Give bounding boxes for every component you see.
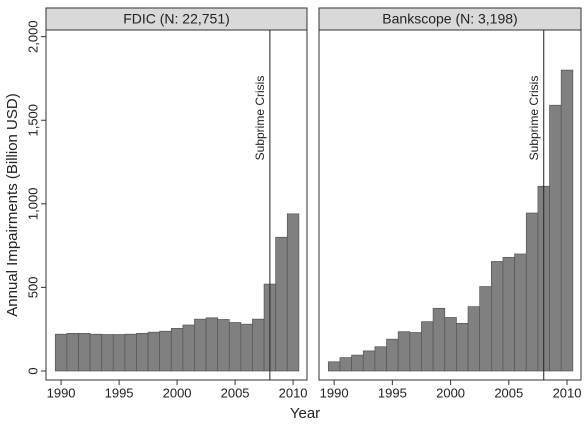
- bar: [386, 338, 399, 372]
- bar: [525, 212, 539, 372]
- x-tick-label: 1990: [320, 385, 349, 400]
- bar: [159, 330, 172, 372]
- annotation: Subprime Crisis: [527, 76, 541, 161]
- bar: [54, 333, 68, 372]
- bar: [339, 357, 352, 372]
- bar: [397, 331, 411, 372]
- y-tick-label: 1,500: [25, 104, 40, 137]
- bar: [362, 350, 376, 372]
- bar: [194, 318, 207, 372]
- bar: [112, 334, 126, 372]
- x-tick-label: 2010: [553, 385, 582, 400]
- y-tick-label: 500: [25, 277, 40, 299]
- bar: [444, 317, 457, 372]
- annotation: Subprime Crisis: [253, 76, 267, 161]
- bar: [124, 333, 137, 372]
- panel-title: Bankscope (N: 3,198): [382, 11, 517, 27]
- bar: [327, 361, 341, 372]
- bar: [205, 317, 219, 372]
- bar: [467, 306, 481, 372]
- bar: [147, 331, 161, 372]
- bar: [66, 333, 79, 372]
- bar: [560, 69, 574, 372]
- panel-title: FDIC (N: 22,751): [123, 11, 230, 27]
- y-tick-label: 0: [25, 367, 40, 374]
- bar: [136, 333, 149, 372]
- bar: [89, 333, 103, 372]
- bar: [432, 307, 446, 372]
- x-tick-label: 2005: [494, 385, 523, 400]
- bar: [351, 354, 364, 372]
- bar: [228, 322, 242, 372]
- bar: [421, 321, 434, 372]
- bar: [514, 253, 527, 372]
- bar: [275, 236, 288, 372]
- y-tick-label: 2,000: [25, 20, 40, 53]
- bar: [101, 334, 114, 372]
- y-tick-label: 1,000: [25, 188, 40, 221]
- bar: [490, 261, 504, 372]
- x-tick-label: 2000: [163, 385, 192, 400]
- bar: [252, 318, 265, 372]
- bar: [170, 328, 184, 372]
- y-axis-label: Annual Impairments (Billion USD): [4, 93, 21, 316]
- bar: [78, 333, 91, 372]
- bar: [549, 104, 562, 372]
- bar: [502, 256, 515, 372]
- x-tick-label: 2000: [436, 385, 465, 400]
- x-tick-label: 2005: [221, 385, 250, 400]
- bar: [217, 319, 230, 372]
- x-tick-label: 2010: [279, 385, 308, 400]
- x-axis-label: Year: [290, 405, 320, 422]
- bar: [456, 322, 469, 372]
- bar: [240, 323, 253, 372]
- x-tick-label: 1990: [47, 385, 76, 400]
- bar: [374, 346, 387, 372]
- x-tick-label: 1995: [105, 385, 134, 400]
- x-tick-label: 1995: [378, 385, 407, 400]
- bar: [182, 324, 195, 372]
- bar: [479, 286, 492, 372]
- bar: [286, 213, 300, 372]
- bar: [409, 332, 422, 372]
